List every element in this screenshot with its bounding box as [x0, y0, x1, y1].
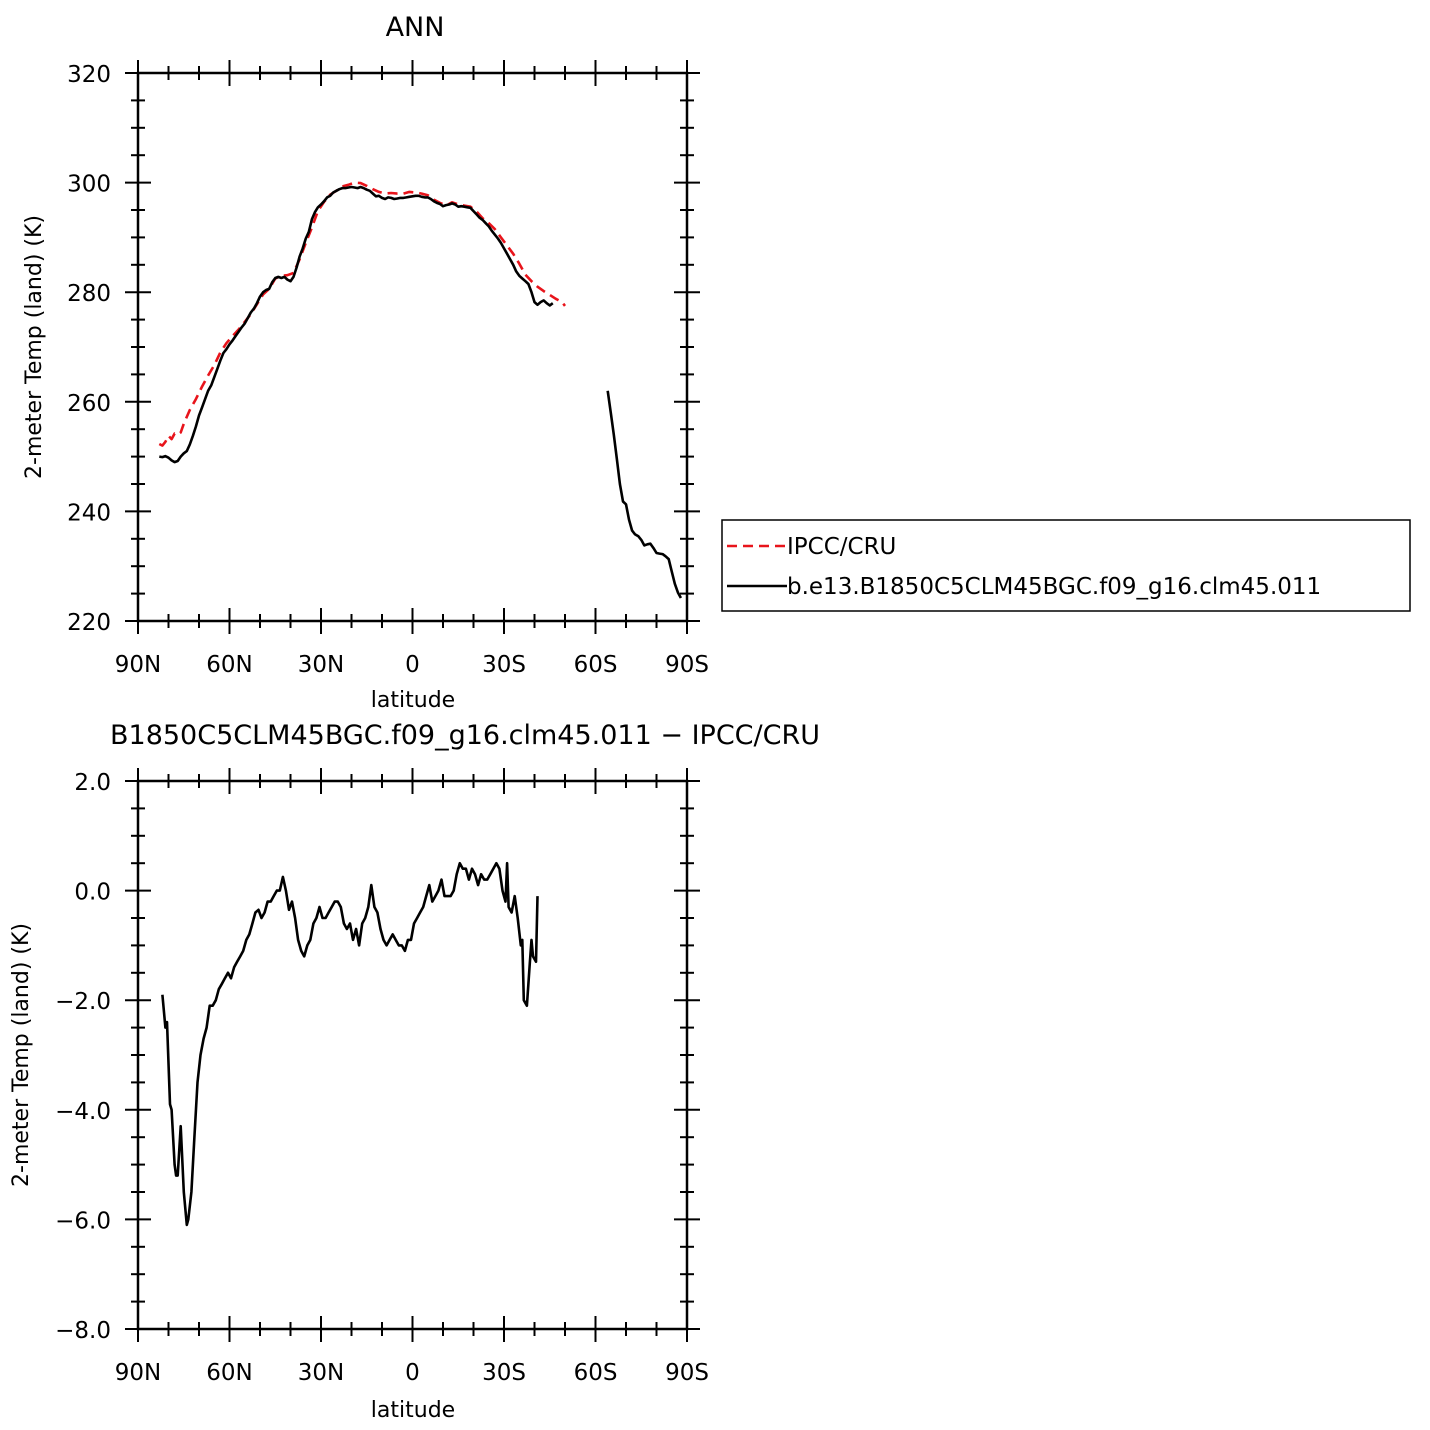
x-tick-label: 60S: [574, 652, 618, 678]
x-tick-label: 90N: [115, 652, 161, 678]
axis-ticks: 90N 60N 30N 0 30S 60S 90S −8.0 −6.0 −4.0 −2.0 0.0 2.…: [55, 768, 709, 1386]
y-tick-label: 260: [67, 391, 111, 417]
x-tick-label: 60N: [206, 1360, 252, 1386]
y-tick-label: −2.0: [55, 989, 111, 1015]
x-tick-label: 90N: [115, 1360, 161, 1386]
y-axis-title: 2-meter Temp (land) (K): [22, 215, 47, 479]
x-tick-label: 0: [405, 652, 420, 678]
plot-frame: [136, 71, 689, 623]
axis-ticks: 90N 60N 30N 0 30S 60S 90S 220 240 260 280 300 320: [67, 60, 709, 678]
x-tick-label: 90S: [665, 1360, 709, 1386]
y-tick-label: 220: [67, 610, 111, 636]
x-tick-label: 90S: [665, 652, 709, 678]
y-tick-label: 300: [67, 172, 111, 198]
y-tick-label: 2.0: [74, 770, 111, 796]
y-tick-label: 280: [67, 281, 111, 307]
y-tick-label: −6.0: [55, 1208, 111, 1234]
y-tick-label: −8.0: [55, 1318, 111, 1344]
x-tick-label: 60S: [574, 1360, 618, 1386]
legend-label-observed: IPCC/CRU: [787, 534, 896, 560]
y-axis-title: 2-meter Temp (land) (K): [9, 923, 34, 1187]
legend-box: [721, 519, 1411, 612]
panel-title: B1850C5CLM45BGC.f09_g16.clm45.011 − IPCC…: [110, 720, 820, 751]
x-tick-label: 30S: [482, 1360, 526, 1386]
x-tick-label: 30N: [298, 1360, 344, 1386]
series-layer: [158, 181, 683, 599]
y-tick-label: 0.0: [74, 880, 111, 906]
y-tick-label: 320: [67, 62, 111, 88]
x-tick-label: 30N: [298, 652, 344, 678]
plot-frame: [136, 779, 689, 1331]
series-line-1: [159, 185, 554, 464]
x-tick-label: 60N: [206, 652, 252, 678]
series-line-0: [158, 181, 567, 447]
difference-panel: B1850C5CLM45BGC.f09_g16.clm45.011 − IPCC…: [9, 720, 820, 1423]
panel-title: ANN: [386, 12, 445, 43]
x-axis-title: latitude: [371, 688, 455, 713]
series-line-2: [606, 390, 683, 599]
x-tick-label: 30S: [482, 652, 526, 678]
y-tick-label: 240: [67, 500, 111, 526]
y-tick-label: −4.0: [55, 1099, 111, 1125]
x-axis-title: latitude: [371, 1398, 455, 1423]
legend: IPCC/CRU b.e13.B1850C5CLM45BGC.f09_g16.c…: [721, 519, 1411, 612]
series-layer: [161, 861, 539, 1227]
annual-temperature-panel: ANN 90N 60N 30N 0 30S 60S 90S 220 240 260 280 300 32…: [22, 12, 709, 713]
series-line-0: [161, 861, 539, 1227]
legend-label-model: b.e13.B1850C5CLM45BGC.f09_g16.clm45.011: [787, 574, 1321, 600]
x-tick-label: 0: [405, 1360, 420, 1386]
